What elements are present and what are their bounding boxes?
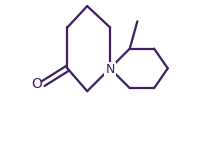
Text: N: N [105,63,115,76]
Text: O: O [32,77,42,91]
